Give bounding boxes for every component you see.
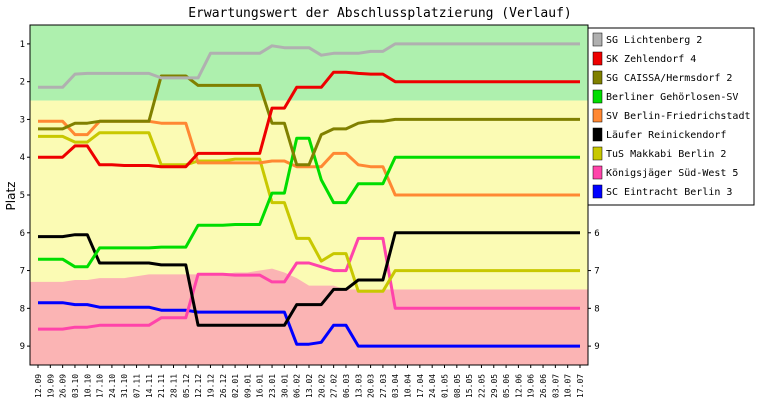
legend-swatch xyxy=(592,51,603,66)
x-tick-label: 16.01 xyxy=(256,374,265,398)
series-line xyxy=(38,236,580,331)
y-tick-label: 4 xyxy=(20,153,25,163)
y-tick-label-right: 7 xyxy=(594,267,599,277)
x-tick-label: 03.04 xyxy=(391,374,400,398)
series-line xyxy=(38,131,580,293)
x-tick-label: 12.12 xyxy=(194,374,203,398)
legend-label: Läufer Reinickendorf xyxy=(606,130,726,141)
x-tick-label: 13.02 xyxy=(305,374,314,398)
x-tick-label: 02.01 xyxy=(231,374,240,398)
legend-label: SG Lichtenberg 2 xyxy=(606,35,702,46)
band-promotion xyxy=(30,25,588,101)
x-tick-label: 19.12 xyxy=(206,374,215,398)
y-tick-label-right: 9 xyxy=(594,342,599,352)
x-tick-label: 15.05 xyxy=(465,374,474,398)
x-tick-label: 06.02 xyxy=(293,374,302,398)
x-tick-label: 21.11 xyxy=(157,374,166,398)
series-line xyxy=(38,70,580,169)
x-tick-label: 31.10 xyxy=(120,374,129,398)
x-tick-label: 23.01 xyxy=(268,374,277,398)
y-tick-label: 1 xyxy=(20,40,25,50)
x-tick-label: 24.10 xyxy=(108,374,117,398)
relegation-zone xyxy=(30,268,588,365)
x-tick-label: 05.12 xyxy=(182,374,191,398)
y-tick-label-right: 6 xyxy=(594,229,599,239)
x-tick-label: 13.03 xyxy=(354,374,363,398)
x-tick-label: 19.06 xyxy=(527,374,536,398)
legend-swatch xyxy=(592,32,603,47)
x-tick-label: 26.12 xyxy=(219,374,228,398)
legend-swatch xyxy=(592,184,603,199)
x-tick-label: 01.05 xyxy=(441,374,450,398)
series-line xyxy=(38,42,580,89)
legend: SG Lichtenberg 2 SK Zehlendorf 4 SG CAISSA… xyxy=(587,27,755,206)
x-tick-label: 10.07 xyxy=(564,374,573,398)
x-tick-label: 27.03 xyxy=(379,374,388,398)
legend-swatch xyxy=(592,146,603,161)
series-line xyxy=(38,301,580,348)
legend-swatch xyxy=(592,89,603,104)
legend-label: SG CAISSA/Hermsdorf 2 xyxy=(606,73,732,84)
legend-swatch xyxy=(592,127,603,142)
x-tick-label: 24.04 xyxy=(428,374,437,398)
x-tick-label: 07.11 xyxy=(133,374,142,398)
legend-swatch xyxy=(592,165,603,180)
x-tick-label: 17.10 xyxy=(96,374,105,398)
series-line xyxy=(38,231,580,327)
legend-swatch xyxy=(592,108,603,123)
x-tick-label: 27.02 xyxy=(330,374,339,398)
x-tick-label: 20.03 xyxy=(367,374,376,398)
series-lines xyxy=(38,42,580,348)
y-tick-label-right: 8 xyxy=(594,304,599,314)
legend-label: Königsjäger Süd-West 5 xyxy=(606,168,738,179)
x-tick-label: 05.06 xyxy=(502,374,511,398)
legend-box xyxy=(587,27,755,206)
legend-label: SK Zehlendorf 4 xyxy=(606,54,696,65)
y-axis-label: Platz xyxy=(4,182,18,211)
x-tick-label: 10.10 xyxy=(83,374,92,398)
x-tick-label: 29.05 xyxy=(490,374,499,398)
x-tick-label: 09.01 xyxy=(243,374,252,398)
y-tick-label: 3 xyxy=(20,115,25,125)
y-tick-label: 8 xyxy=(20,304,25,314)
chart-title: Erwartungswert der Abschlussplatzierung … xyxy=(188,6,572,21)
x-tick-label: 12.09 xyxy=(34,374,43,398)
y-tick-label: 9 xyxy=(20,342,25,352)
x-tick-label: 26.06 xyxy=(539,374,548,398)
x-tick-label: 12.06 xyxy=(514,374,523,398)
x-tick-label: 06.03 xyxy=(342,374,351,398)
y-tick-label: 5 xyxy=(20,191,25,201)
y-tick-label: 6 xyxy=(20,229,25,239)
x-tick-label: 17.04 xyxy=(416,374,425,398)
x-tick-label: 14.11 xyxy=(145,374,154,398)
axes: 11223344556677889912.0919.0926.0903.1010… xyxy=(20,24,600,398)
y-tick-label: 2 xyxy=(20,78,25,88)
legend-label: Berliner Gehörlosen-SV xyxy=(606,92,738,103)
x-tick-label: 17.07 xyxy=(576,374,585,398)
x-tick-label: 26.09 xyxy=(59,374,68,398)
series-line xyxy=(38,74,580,167)
legend-label: SV Berlin-Friedrichstadt xyxy=(606,111,751,122)
series-line xyxy=(38,136,580,269)
y-tick-label: 7 xyxy=(20,267,25,277)
x-tick-label: 03.07 xyxy=(551,374,560,398)
legend-label: SC Eintracht Berlin 3 xyxy=(606,187,732,198)
x-tick-label: 19.09 xyxy=(46,374,55,398)
x-tick-label: 22.05 xyxy=(477,374,486,398)
legend-swatch xyxy=(592,70,603,85)
x-tick-label: 20.02 xyxy=(317,374,326,398)
x-tick-label: 30.01 xyxy=(280,374,289,398)
legend-label: TuS Makkabi Berlin 2 xyxy=(606,149,726,160)
x-tick-label: 03.10 xyxy=(71,374,80,398)
x-tick-label: 28.11 xyxy=(170,374,179,398)
x-tick-label: 10.04 xyxy=(404,374,413,398)
x-tick-label: 08.05 xyxy=(453,374,462,398)
